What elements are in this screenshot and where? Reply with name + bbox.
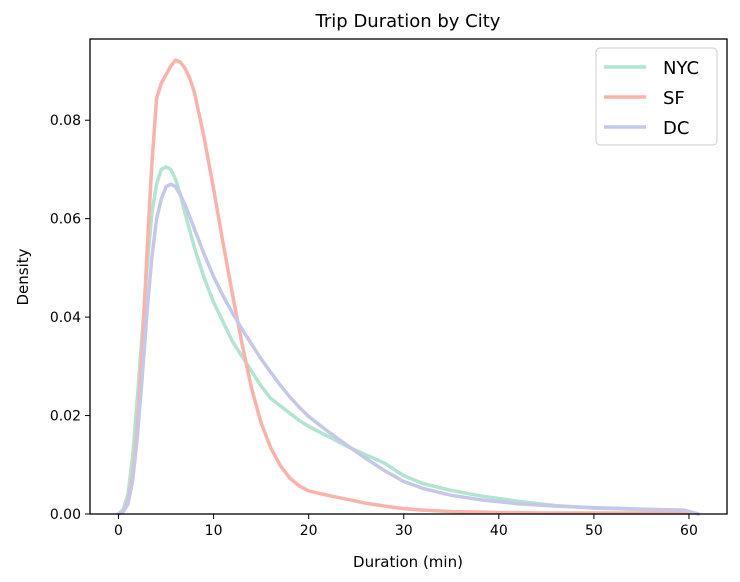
x-tick-label: 60 — [680, 523, 698, 539]
y-tick-label: 0.06 — [50, 212, 81, 228]
plot-frame — [89, 38, 728, 515]
x-tick-label: 40 — [490, 523, 508, 539]
x-axis: 0 10 20 30 40 50 60 — [114, 514, 698, 539]
legend: NYC SF DC — [595, 47, 718, 146]
y-tick-label: 0.08 — [50, 113, 81, 129]
legend-label-sf: SF — [663, 88, 685, 109]
series-line-dc — [116, 182, 701, 516]
y-axis-title: Density — [14, 248, 32, 305]
legend-label-dc: DC — [663, 118, 689, 139]
legend-box — [595, 47, 718, 146]
series-line-sf — [116, 58, 691, 516]
x-tick-label: 10 — [205, 523, 223, 539]
y-tick-label: 0.02 — [50, 409, 81, 425]
x-axis-title: Duration (min) — [353, 553, 463, 571]
y-axis: 0.00 0.02 0.04 0.06 0.08 — [50, 113, 90, 523]
x-tick-label: 30 — [395, 523, 413, 539]
x-tick-label: 20 — [300, 523, 318, 539]
x-tick-label: 0 — [114, 523, 123, 539]
x-tick-label: 50 — [585, 523, 603, 539]
legend-label-nyc: NYC — [663, 58, 699, 79]
chart-title: Trip Duration by City — [315, 11, 501, 32]
plot-lines — [116, 58, 701, 516]
y-tick-label: 0.04 — [50, 310, 81, 326]
y-tick-label: 0.00 — [50, 507, 81, 523]
series-line-nyc — [116, 165, 686, 516]
